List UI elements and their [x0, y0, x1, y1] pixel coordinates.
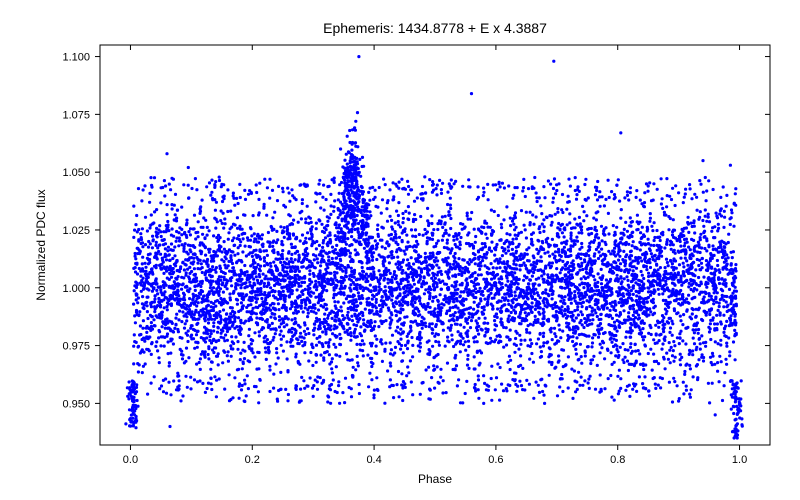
y-tick-label: 1.025	[62, 225, 90, 237]
x-tick-label: 0.8	[610, 454, 625, 466]
y-tick-label: 0.975	[62, 341, 90, 353]
scatter-chart: 0.0 0.2 0.4 0.6 0.8 1.0 0.950 0.975 1.000 1.025 1.…	[0, 0, 800, 500]
chart-svg: 0.0 0.2 0.4 0.6 0.8 1.0 0.950 0.975 1.000 1.025 1.…	[0, 0, 800, 500]
y-tick-label: 0.950	[62, 398, 90, 410]
y-tick-label: 1.000	[62, 283, 90, 295]
x-tick-label: 0.0	[123, 454, 138, 466]
scatter-points	[124, 55, 744, 440]
x-axis-label: Phase	[418, 472, 452, 486]
x-tick-label: 0.4	[366, 454, 381, 466]
y-axis-label: Normalized PDC flux	[34, 189, 48, 300]
y-tick-label: 1.050	[62, 167, 90, 179]
x-tick-label: 0.6	[488, 454, 503, 466]
chart-title: Ephemeris: 1434.8778 + E x 4.3887	[323, 20, 547, 36]
x-tick-label: 1.0	[732, 454, 747, 466]
y-tick-label: 1.100	[62, 52, 90, 64]
y-tick-label: 1.075	[62, 109, 90, 121]
x-tick-label: 0.2	[245, 454, 260, 466]
